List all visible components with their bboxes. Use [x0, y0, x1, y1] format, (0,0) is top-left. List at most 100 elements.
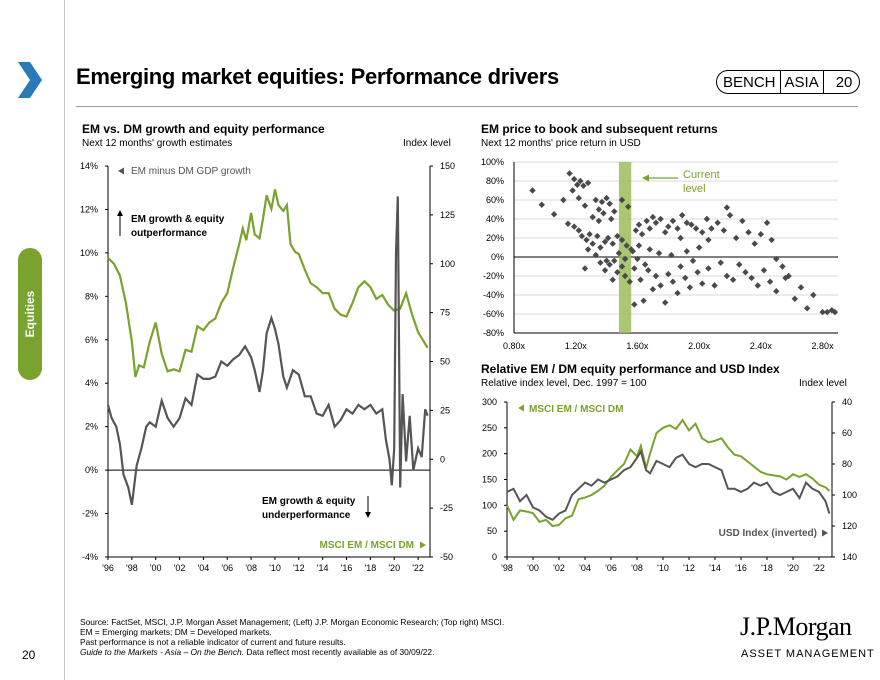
left-chart-subtitle: Next 12 months' growth estimates [82, 138, 233, 149]
x-tick-label: '06 [221, 563, 233, 573]
scatter-point [773, 255, 780, 263]
scatter-point [581, 265, 589, 272]
scatter-point [601, 238, 609, 245]
scatter-point [645, 267, 652, 274]
x-tick-label: '98 [126, 563, 138, 573]
scatter-point [688, 221, 695, 228]
footer-notes: Source: FactSet, MSCI, J.P. Morgan Asset… [80, 617, 504, 657]
equities-side-tab[interactable]: Equities [18, 248, 42, 380]
x-tick-label: '20 [388, 563, 400, 573]
scatter-point [674, 225, 681, 232]
scatter-y-tick-label: 40% [486, 214, 504, 224]
annotation-usd-index: USD Index (inverted) [719, 528, 817, 539]
x-tick-label: '18 [365, 563, 377, 573]
usd-left-tick-label: 150 [482, 475, 497, 485]
usd-right-tick-label: 60 [842, 428, 852, 438]
left-y-tick-label: 4% [85, 378, 98, 388]
annotation-outperf-2: outperformance [131, 228, 208, 239]
annotation-underperf-1: EM growth & equity [262, 496, 356, 507]
scatter-point [678, 212, 686, 219]
left-chart-title: EM vs. DM growth and equity performance [82, 122, 325, 136]
right-arrow-icon [420, 541, 426, 549]
scatter-point [760, 267, 768, 274]
right-y-tick-label: 125 [440, 210, 455, 220]
scatter-point [736, 261, 743, 268]
scatter-point [714, 219, 721, 226]
scatter-point [606, 261, 613, 268]
scatter-point [603, 194, 610, 202]
scatter-point [618, 196, 626, 204]
scatter-point [711, 282, 718, 289]
series-usd-index-inverted [506, 449, 831, 521]
scatter-point [631, 265, 638, 272]
scatter-point [594, 232, 601, 240]
usd-right-tick-label: 40 [842, 397, 852, 407]
scatter-point [646, 225, 653, 232]
scatter-point [641, 261, 649, 268]
right-y-tick-label: -50 [440, 552, 453, 562]
scatter-point [677, 234, 684, 242]
scatter-chart-subtitle: Next 12 months' price return in USD [481, 138, 641, 149]
scatter-point [560, 196, 567, 204]
current-level-band [618, 162, 632, 333]
scatter-point [637, 276, 644, 283]
scatter-point [623, 242, 630, 249]
scatter-point [569, 187, 576, 194]
scatter-point [574, 181, 581, 188]
x-tick-label: '04 [198, 563, 210, 573]
usd-x-tick-label: '22 [813, 563, 825, 573]
usd-x-tick-label: '00 [527, 563, 539, 573]
usd-left-tick-label: 50 [487, 526, 497, 536]
scatter-point [723, 204, 731, 211]
footer-guide: Guide to the Markets - Asia – On the Ben… [80, 647, 504, 657]
right-y-tick-label: 150 [440, 161, 455, 171]
scatter-y-tick-label: 100% [481, 157, 504, 167]
scatter-point [529, 187, 536, 194]
badge-asia: ASIA [784, 73, 819, 91]
annotation-msci-relative: MSCI EM / MSCI DM [529, 404, 623, 415]
footer-date: Data reflect most recently available as … [244, 647, 435, 657]
usd-x-tick-label: '10 [657, 563, 669, 573]
left-arrow-icon [518, 404, 524, 412]
scatter-point [723, 272, 731, 280]
scatter-point [797, 284, 805, 291]
right-y-tick-label: 75 [440, 308, 450, 318]
scatter-point [611, 257, 618, 264]
scatter-point [729, 276, 737, 283]
scatter-y-tick-label: 20% [486, 233, 504, 243]
right-arrow-icon [822, 529, 828, 537]
left-y-tick-label: -4% [82, 552, 98, 562]
left-chart-right-axis-label: Index level [403, 138, 451, 149]
scatter-point [657, 215, 664, 223]
right-y-tick-label: 50 [440, 357, 450, 367]
usd-right-tick-label: 80 [842, 459, 852, 469]
left-y-tick-label: 6% [85, 335, 98, 345]
badge-number: 20 [835, 73, 853, 91]
scatter-point [649, 286, 657, 293]
scatter-point [785, 272, 792, 280]
scatter-point [726, 212, 734, 219]
scatter-point [589, 213, 596, 221]
usd-x-tick-label: '98 [501, 563, 513, 573]
right-y-tick-label: -25 [440, 503, 453, 513]
scatter-point [819, 308, 826, 316]
right-y-tick-label: 0 [440, 454, 445, 464]
scatter-point [597, 244, 604, 251]
scatter-point [564, 220, 572, 227]
scatter-point [604, 234, 612, 242]
scatter-point [717, 259, 724, 266]
footer-guide-title: Guide to the Markets - Asia – On the Ben… [80, 647, 245, 657]
scatter-point [674, 289, 681, 297]
left-y-tick-label: 14% [80, 161, 98, 171]
scatter-point [699, 280, 706, 287]
usd-left-tick-label: 250 [482, 423, 497, 433]
jpmorgan-logo: J.P.Morgan [740, 612, 852, 641]
scatter-point [692, 225, 700, 232]
current-level-label: Current [683, 169, 720, 181]
usd-right-tick-label: 120 [842, 521, 857, 531]
scatter-point [614, 232, 621, 240]
scatter-y-tick-label: -20% [483, 271, 504, 281]
scatter-point [773, 288, 780, 295]
scatter-point [732, 234, 740, 242]
scatter-point [665, 270, 672, 278]
